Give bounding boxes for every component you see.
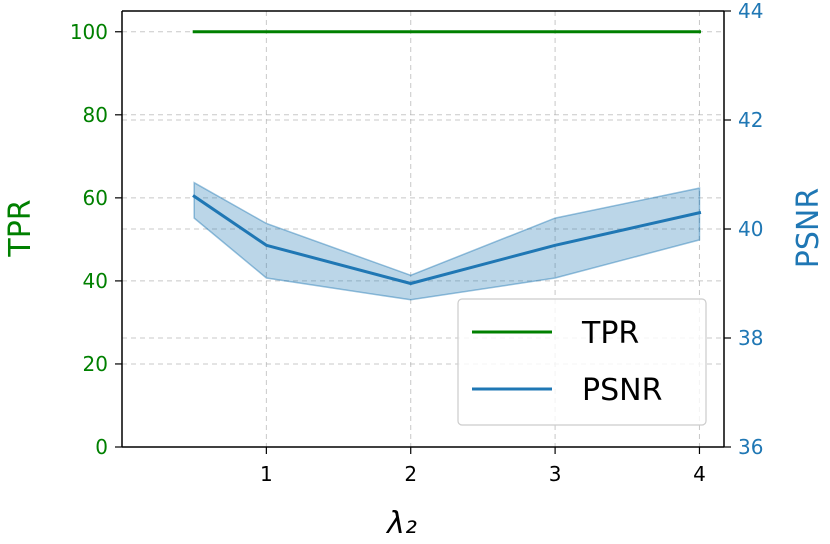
left-tick-label-0: 0 — [95, 435, 108, 459]
x-tick-label-4: 4 — [693, 462, 706, 486]
right-tick-label-38: 38 — [738, 326, 763, 350]
band-psnr — [193, 181, 701, 301]
legend: TPR PSNR — [457, 298, 707, 426]
left-tick-label-20: 20 — [83, 352, 108, 376]
series-lines — [192, 30, 702, 285]
x-tick-label-2: 2 — [404, 462, 417, 486]
x-axis: 1 2 3 4 — [260, 447, 706, 486]
right-y-axis: 36 38 40 42 44 — [724, 0, 763, 459]
right-tick-label-44: 44 — [738, 0, 763, 23]
series-line-psnr — [192, 194, 702, 285]
legend-label-psnr: PSNR — [582, 373, 662, 408]
left-tick-label-100: 100 — [70, 20, 108, 44]
right-tick-label-42: 42 — [738, 108, 763, 132]
right-tick-label-36: 36 — [738, 435, 763, 459]
right-axis-title: PSNR — [791, 188, 826, 268]
left-axis-title: TPR — [3, 199, 38, 257]
legend-label-tpr: TPR — [581, 316, 639, 351]
x-tick-label-1: 1 — [260, 462, 273, 486]
left-tick-label-40: 40 — [83, 269, 108, 293]
x-axis-title: λ₂ — [385, 506, 417, 541]
left-tick-label-80: 80 — [83, 103, 108, 127]
left-y-axis: 0 20 40 60 80 100 — [70, 20, 122, 459]
right-tick-label-40: 40 — [738, 217, 763, 241]
x-tick-label-3: 3 — [549, 462, 562, 486]
psnr-band — [193, 181, 701, 301]
left-tick-label-60: 60 — [83, 186, 108, 210]
